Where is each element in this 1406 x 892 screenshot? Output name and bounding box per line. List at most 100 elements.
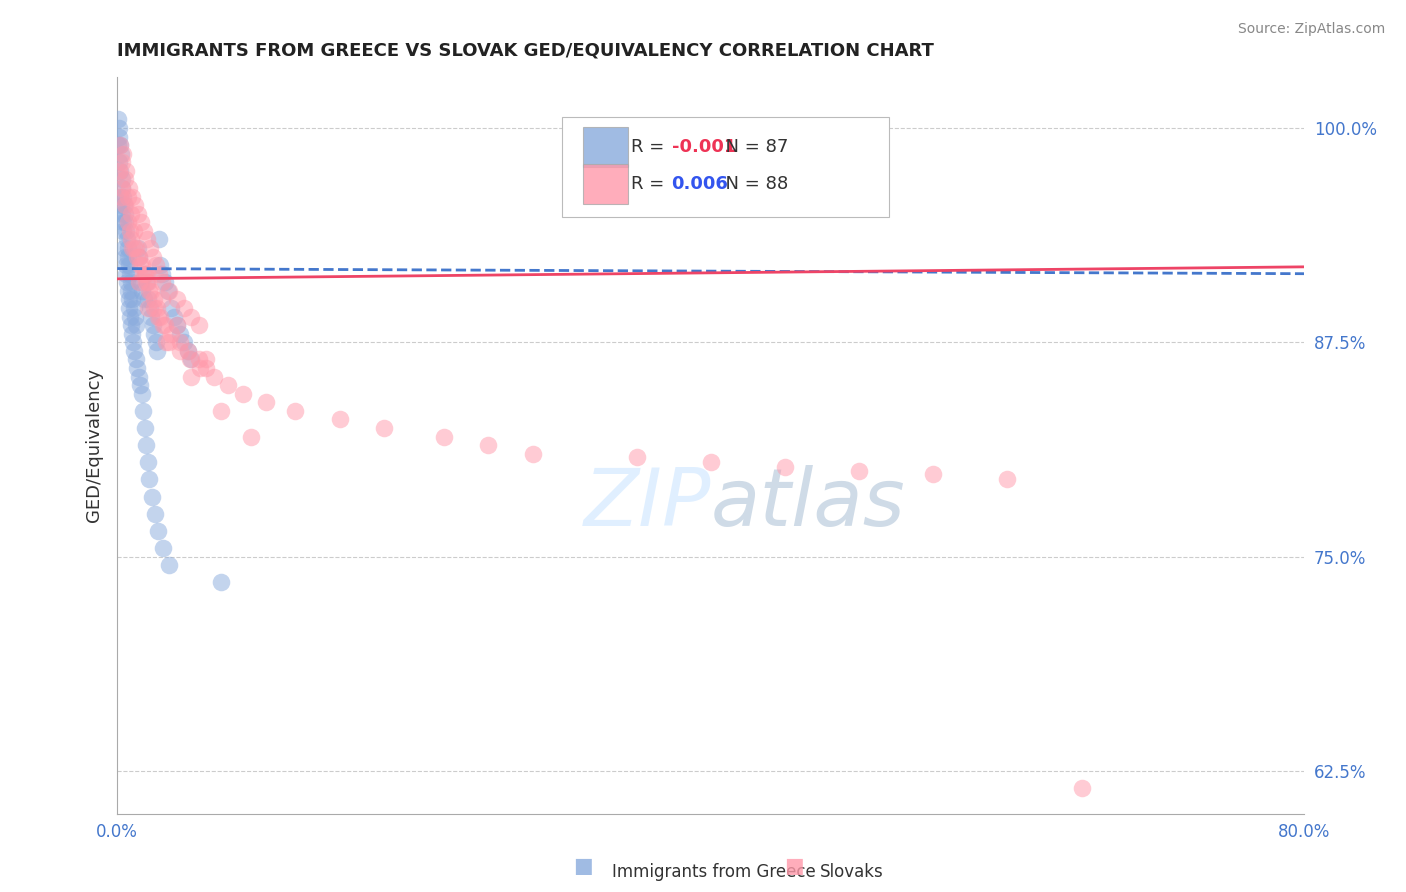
Point bbox=[150, 267, 173, 281]
Point bbox=[128, 275, 150, 289]
Point bbox=[108, 164, 131, 178]
Point bbox=[217, 378, 239, 392]
Point bbox=[127, 361, 149, 376]
Point bbox=[127, 207, 149, 221]
Point bbox=[166, 318, 188, 332]
Point bbox=[159, 326, 181, 341]
Point bbox=[114, 250, 136, 264]
Point bbox=[922, 467, 945, 482]
Point bbox=[188, 361, 211, 376]
Point bbox=[114, 198, 136, 212]
Point bbox=[121, 293, 143, 307]
Point bbox=[135, 275, 157, 289]
Point bbox=[112, 146, 135, 161]
Point bbox=[135, 438, 157, 452]
Point bbox=[132, 267, 155, 281]
Point bbox=[135, 232, 157, 246]
Point bbox=[118, 293, 141, 307]
Point bbox=[108, 164, 131, 178]
Point bbox=[157, 335, 180, 350]
Point bbox=[131, 386, 153, 401]
Point bbox=[124, 198, 146, 212]
Y-axis label: GED/Equivalency: GED/Equivalency bbox=[86, 368, 103, 522]
Point bbox=[1070, 780, 1092, 795]
Point bbox=[162, 310, 184, 324]
Point bbox=[131, 284, 153, 298]
Point bbox=[149, 258, 172, 272]
Point bbox=[699, 455, 721, 469]
Point bbox=[117, 250, 139, 264]
Point bbox=[152, 541, 174, 555]
Point bbox=[150, 293, 173, 307]
Point bbox=[108, 155, 131, 169]
Point bbox=[135, 275, 157, 289]
Point bbox=[195, 361, 218, 376]
Point bbox=[111, 207, 134, 221]
Point bbox=[141, 490, 163, 504]
Point bbox=[142, 250, 165, 264]
Point bbox=[114, 258, 136, 272]
Point bbox=[433, 429, 456, 443]
Text: ZIP: ZIP bbox=[583, 465, 710, 543]
Point bbox=[329, 412, 352, 426]
Point bbox=[232, 386, 254, 401]
Point bbox=[136, 455, 159, 469]
Text: -0.001: -0.001 bbox=[672, 138, 735, 156]
Point bbox=[112, 224, 135, 238]
Point bbox=[150, 275, 173, 289]
Point bbox=[169, 326, 191, 341]
Point bbox=[112, 189, 135, 203]
Point bbox=[112, 198, 135, 212]
Point bbox=[115, 232, 138, 246]
Point bbox=[132, 224, 155, 238]
Point bbox=[187, 318, 209, 332]
Point bbox=[111, 181, 134, 195]
Point bbox=[146, 343, 169, 358]
Point bbox=[118, 301, 141, 315]
Point bbox=[128, 250, 150, 264]
FancyBboxPatch shape bbox=[562, 117, 889, 217]
Point bbox=[848, 464, 870, 478]
Point bbox=[177, 343, 200, 358]
Point bbox=[108, 138, 131, 153]
Text: R =: R = bbox=[631, 175, 671, 194]
Point bbox=[146, 301, 169, 315]
Point bbox=[120, 275, 142, 289]
Point bbox=[112, 241, 135, 255]
Point bbox=[141, 310, 163, 324]
Point bbox=[107, 121, 129, 136]
Point bbox=[122, 301, 145, 315]
Point bbox=[141, 284, 163, 298]
Point bbox=[114, 207, 136, 221]
Point bbox=[156, 284, 179, 298]
Point bbox=[134, 267, 156, 281]
Point bbox=[173, 335, 195, 350]
Point bbox=[239, 429, 262, 443]
Point bbox=[139, 301, 162, 315]
Point bbox=[122, 343, 145, 358]
Point bbox=[121, 189, 143, 203]
Point bbox=[148, 267, 170, 281]
Point bbox=[136, 301, 159, 315]
Point bbox=[117, 189, 139, 203]
Point bbox=[138, 284, 160, 298]
Point bbox=[111, 181, 134, 195]
Point bbox=[108, 138, 131, 153]
Text: R =: R = bbox=[631, 138, 671, 156]
Point bbox=[148, 232, 170, 246]
Point bbox=[110, 146, 132, 161]
Point bbox=[177, 343, 200, 358]
Point bbox=[111, 172, 134, 186]
Point bbox=[128, 250, 150, 264]
Point bbox=[121, 335, 143, 350]
Point bbox=[173, 301, 195, 315]
Point bbox=[153, 318, 176, 332]
Point bbox=[107, 112, 129, 127]
Point bbox=[120, 318, 142, 332]
Point bbox=[122, 224, 145, 238]
Point bbox=[157, 284, 180, 298]
Point bbox=[120, 284, 142, 298]
Point bbox=[121, 326, 143, 341]
Text: Immigrants from Greece: Immigrants from Greece bbox=[612, 863, 815, 881]
Point bbox=[132, 293, 155, 307]
